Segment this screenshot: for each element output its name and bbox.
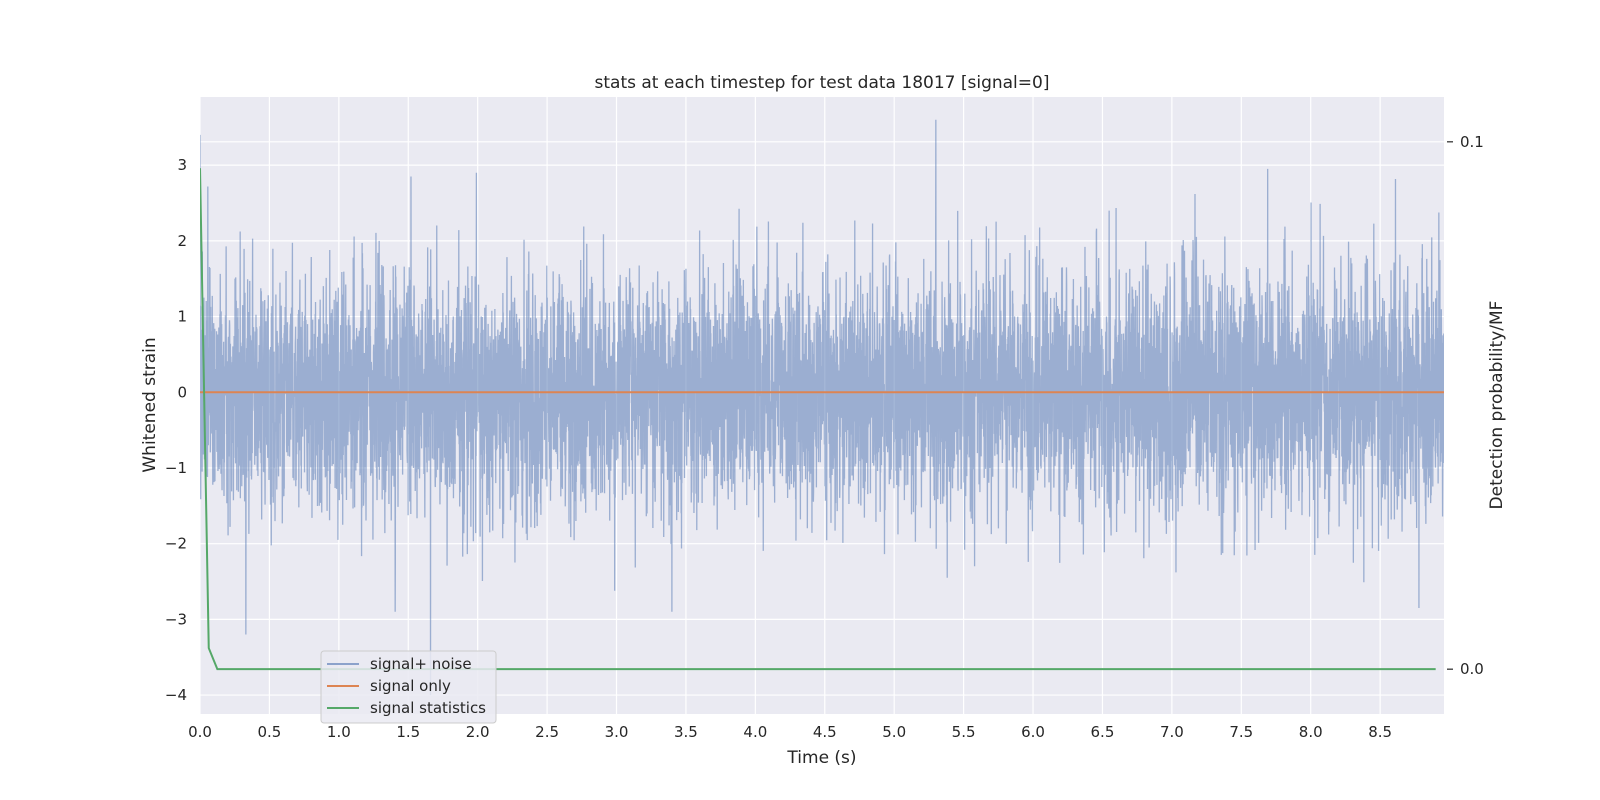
y-axis-ticks: −4 −3 −2 −1 0 1 2 3 — [165, 156, 187, 704]
x-tick-label: 0.5 — [257, 723, 281, 741]
x-tick-label: 7.0 — [1160, 723, 1184, 741]
x-tick-label: 5.0 — [882, 723, 906, 741]
y-tick-label: −2 — [165, 535, 187, 553]
series-layer — [200, 119, 1444, 696]
x-tick-label: 8.0 — [1299, 723, 1323, 741]
series-signal-noise-line — [200, 119, 1444, 696]
y-tick-label: 0 — [177, 383, 187, 401]
y2-axis-ticks: 0.0 0.1 — [1447, 133, 1484, 678]
y-tick-label: −4 — [165, 686, 187, 704]
x-axis-ticks: 0.0 0.5 1.0 1.5 2.0 2.5 3.0 3.5 4.0 4.5 5.0 5.5 6.0 6… — [188, 723, 1392, 741]
legend-box — [320, 650, 497, 724]
x-tick-label: 6.5 — [1091, 723, 1115, 741]
y-tick-label: 2 — [177, 232, 187, 250]
chart-title: stats at each timestep for test data 180… — [595, 73, 1050, 93]
x-tick-label: 3.0 — [605, 723, 629, 741]
y2-tick-label: 0.1 — [1460, 133, 1484, 151]
x-tick-label: 3.5 — [674, 723, 698, 741]
x-tick-label: 4.5 — [813, 723, 837, 741]
x-tick-label: 6.0 — [1021, 723, 1045, 741]
y2-tick-label: 0.0 — [1460, 660, 1484, 678]
y-tick-label: 3 — [177, 156, 187, 174]
x-tick-label: 7.5 — [1229, 723, 1253, 741]
legend-label-signal-statistics: signal statistics — [370, 699, 486, 717]
x-tick-label: 4.0 — [743, 723, 767, 741]
x-tick-label: 2.0 — [466, 723, 490, 741]
legend-label-signal-noise: signal+ noise — [370, 655, 472, 673]
x-tick-label: 1.0 — [327, 723, 351, 741]
y-tick-label: −1 — [165, 459, 187, 477]
x-tick-label: 1.5 — [396, 723, 420, 741]
y2-axis-label: Detection probability/MF — [1487, 301, 1507, 510]
x-tick-label: 8.5 — [1368, 723, 1392, 741]
x-tick-label: 0.0 — [188, 723, 212, 741]
y-tick-label: 1 — [177, 308, 187, 326]
x-tick-label: 2.5 — [535, 723, 559, 741]
y-tick-label: −3 — [165, 610, 187, 628]
x-tick-label: 5.5 — [952, 723, 976, 741]
y-axis-label: Whitened strain — [140, 337, 160, 472]
legend-label-signal-only: signal only — [370, 677, 451, 695]
legend: signal+ noise signal only signal statist… — [320, 650, 497, 724]
x-axis-label: Time (s) — [786, 748, 856, 768]
series-signal-statistics-line — [200, 168, 1436, 671]
